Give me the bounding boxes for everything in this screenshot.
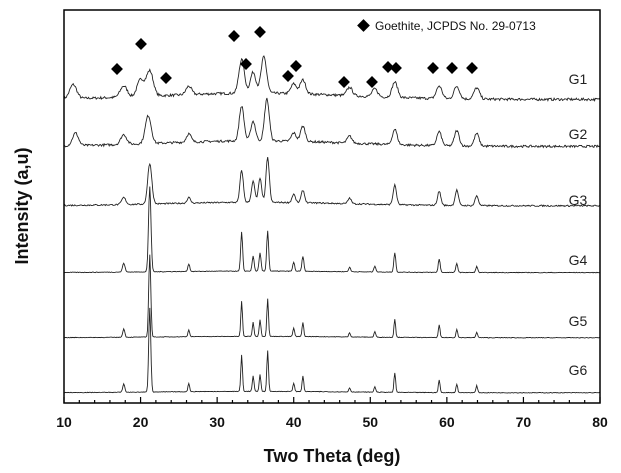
x-tick-label: 80: [592, 414, 608, 430]
series-labels: G1 G2 G3 G4 G5 G6: [569, 71, 588, 378]
plot-frame: [63, 9, 601, 404]
series-label-g6: G6: [569, 362, 588, 378]
series-label-g5: G5: [569, 313, 588, 329]
x-tick-label: 30: [209, 414, 225, 430]
series-label-g3: G3: [569, 192, 588, 208]
goethite-peak-marker: [135, 38, 147, 50]
series-line-g5: [63, 254, 601, 339]
legend-label: Goethite, JCPDS No. 29-0713: [375, 19, 536, 33]
x-tick-label: 20: [133, 414, 149, 430]
axis-ticks: 10 20 30 40 50 60 70 80: [56, 397, 608, 430]
x-tick-label: 40: [286, 414, 302, 430]
goethite-peak-marker: [111, 63, 123, 75]
goethite-peak-marker: [160, 72, 172, 84]
series-line-g3: [63, 157, 601, 208]
goethite-peak-marker: [240, 58, 252, 70]
reference-peak-markers: [111, 26, 478, 88]
legend-marker: [357, 19, 370, 32]
x-tick-label: 70: [516, 414, 532, 430]
series-traces: [63, 55, 601, 394]
x-axis-title: Two Theta (deg): [264, 446, 401, 466]
series-line-g4: [63, 186, 601, 274]
legend: Goethite, JCPDS No. 29-0713: [357, 19, 536, 33]
series-label-g2: G2: [569, 126, 588, 142]
series-line-g2: [63, 97, 601, 149]
series-label-g1: G1: [569, 71, 588, 87]
series-line-g6: [63, 307, 601, 394]
x-tick-label: 10: [56, 414, 72, 430]
x-tick-label: 60: [439, 414, 455, 430]
series-label-g4: G4: [569, 252, 588, 268]
y-axis-title: Intensity (a,u): [12, 147, 32, 264]
x-tick-label: 50: [362, 414, 378, 430]
series-line-g1: [63, 55, 601, 102]
